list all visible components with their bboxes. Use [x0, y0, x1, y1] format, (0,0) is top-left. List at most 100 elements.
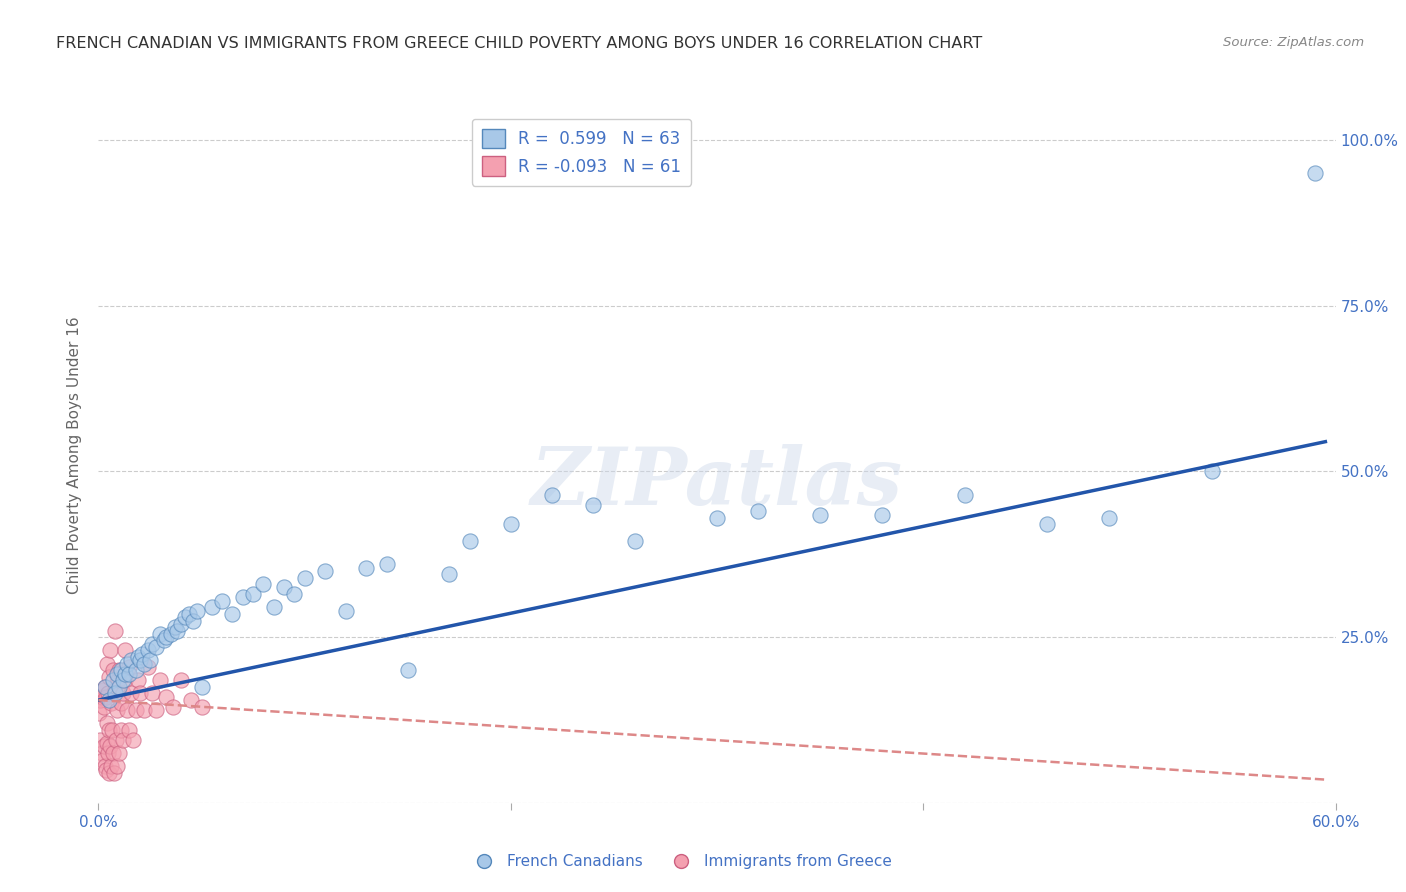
- Point: [93, 759, 115, 773]
- Point: [100, 759, 122, 773]
- Point: [141, 686, 163, 700]
- Point: [186, 604, 208, 618]
- Point: [110, 723, 132, 737]
- Point: [124, 703, 146, 717]
- Point: [93, 680, 115, 694]
- Point: [96, 736, 118, 750]
- Point: [145, 640, 167, 654]
- Point: [101, 746, 124, 760]
- Point: [747, 504, 769, 518]
- Point: [162, 699, 184, 714]
- Point: [437, 567, 460, 582]
- Point: [870, 508, 893, 522]
- Point: [89, 732, 111, 747]
- Point: [117, 657, 139, 671]
- Point: [100, 697, 122, 711]
- Point: [112, 686, 135, 700]
- Point: [89, 693, 111, 707]
- Point: [104, 624, 127, 638]
- Point: [335, 604, 357, 618]
- Point: [97, 746, 120, 760]
- Point: [103, 766, 125, 780]
- Point: [141, 637, 163, 651]
- Point: [104, 683, 127, 698]
- Point: [127, 650, 149, 665]
- Point: [93, 680, 115, 694]
- Point: [221, 607, 243, 621]
- Point: [122, 732, 145, 747]
- Point: [808, 508, 831, 522]
- Point: [314, 564, 336, 578]
- Point: [127, 673, 149, 688]
- Point: [155, 690, 177, 704]
- Text: FRENCH CANADIAN VS IMMIGRANTS FROM GREECE CHILD POVERTY AMONG BOYS UNDER 16 CORR: FRENCH CANADIAN VS IMMIGRANTS FROM GREEC…: [56, 36, 983, 51]
- Y-axis label: Child Poverty Among Boys Under 16: Child Poverty Among Boys Under 16: [67, 316, 83, 594]
- Point: [117, 703, 139, 717]
- Point: [105, 666, 128, 681]
- Point: [273, 581, 295, 595]
- Point: [94, 763, 117, 777]
- Point: [112, 732, 135, 747]
- Point: [155, 630, 177, 644]
- Point: [131, 647, 153, 661]
- Point: [190, 699, 212, 714]
- Point: [108, 680, 131, 694]
- Point: [97, 686, 120, 700]
- Point: [1036, 517, 1059, 532]
- Point: [90, 690, 112, 704]
- Point: [623, 534, 645, 549]
- Point: [1201, 465, 1223, 479]
- Point: [89, 706, 111, 721]
- Point: [112, 673, 135, 688]
- Point: [97, 693, 120, 707]
- Point: [90, 746, 112, 760]
- Point: [91, 753, 114, 767]
- Point: [458, 534, 481, 549]
- Point: [108, 746, 131, 760]
- Point: [120, 686, 142, 700]
- Point: [136, 643, 159, 657]
- Point: [541, 488, 564, 502]
- Point: [201, 600, 224, 615]
- Point: [114, 673, 136, 688]
- Point: [104, 732, 127, 747]
- Point: [93, 699, 115, 714]
- Point: [104, 686, 127, 700]
- Point: [101, 663, 124, 677]
- Point: [91, 683, 114, 698]
- Point: [118, 660, 141, 674]
- Point: [181, 614, 204, 628]
- Point: [252, 577, 274, 591]
- Point: [97, 670, 120, 684]
- Point: [159, 627, 181, 641]
- Point: [706, 511, 728, 525]
- Text: ZIPatlas: ZIPatlas: [531, 444, 903, 522]
- Point: [98, 739, 121, 754]
- Point: [242, 587, 264, 601]
- Point: [166, 624, 188, 638]
- Point: [110, 697, 132, 711]
- Point: [294, 570, 316, 584]
- Point: [170, 616, 193, 631]
- Point: [128, 653, 150, 667]
- Point: [128, 686, 150, 700]
- Point: [170, 673, 193, 688]
- Point: [107, 673, 129, 688]
- Point: [179, 607, 201, 621]
- Point: [132, 657, 155, 671]
- Point: [190, 680, 212, 694]
- Point: [120, 653, 142, 667]
- Point: [93, 739, 115, 754]
- Point: [96, 716, 118, 731]
- Point: [180, 693, 202, 707]
- Point: [149, 627, 172, 641]
- Point: [94, 690, 117, 704]
- Legend: French Canadians, Immigrants from Greece: French Canadians, Immigrants from Greece: [463, 848, 897, 875]
- Point: [174, 610, 197, 624]
- Point: [153, 633, 176, 648]
- Point: [105, 703, 128, 717]
- Point: [283, 587, 305, 601]
- Point: [97, 766, 120, 780]
- Point: [105, 759, 128, 773]
- Text: Source: ZipAtlas.com: Source: ZipAtlas.com: [1223, 36, 1364, 49]
